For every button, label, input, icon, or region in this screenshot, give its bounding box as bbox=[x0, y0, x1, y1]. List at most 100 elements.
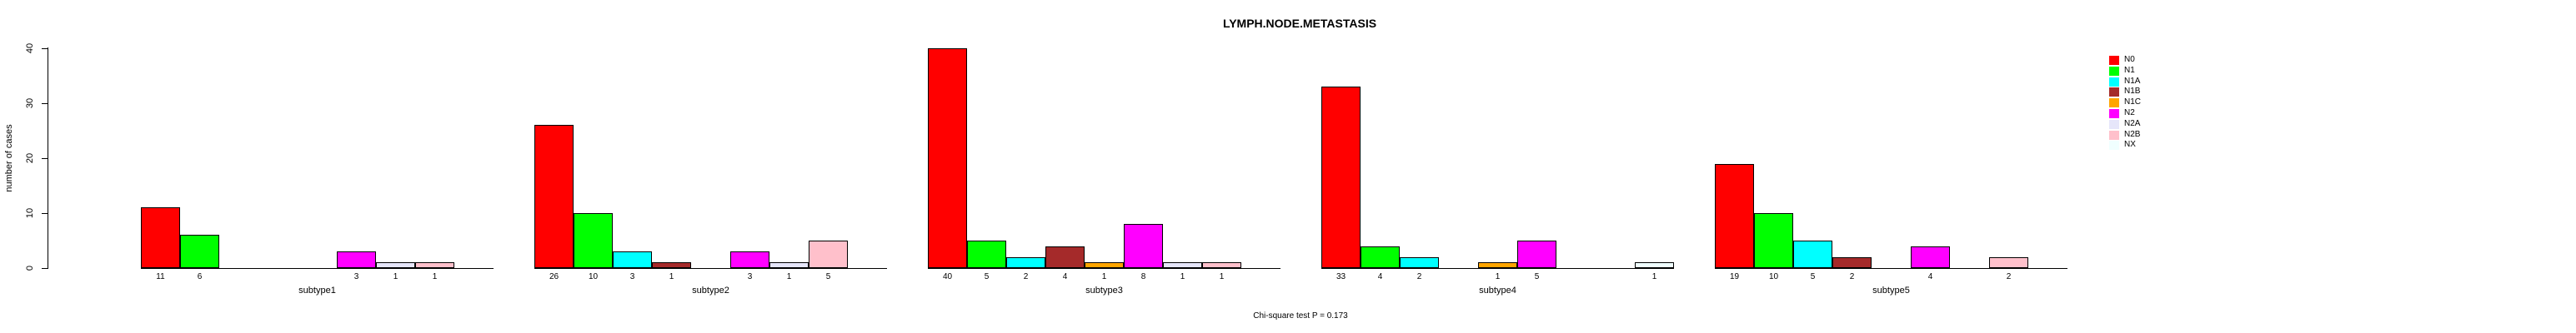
y-tick-label: 30 bbox=[25, 97, 35, 109]
bar-value-label: 4 bbox=[1927, 272, 1933, 281]
bar-N1 bbox=[180, 235, 219, 268]
bar-value-label: 40 bbox=[942, 272, 953, 281]
y-tick-label: 10 bbox=[25, 207, 35, 219]
bar-value-label: 33 bbox=[1336, 272, 1346, 281]
bar-N1B bbox=[652, 262, 691, 268]
bar-N1A bbox=[1400, 257, 1439, 268]
legend-label-N2A: N2A bbox=[2124, 119, 2141, 128]
bar-N1C bbox=[1085, 262, 1124, 268]
legend-label-N1: N1 bbox=[2124, 66, 2135, 75]
bar-value-label: 1 bbox=[1180, 272, 1185, 281]
chi-square-caption: Chi-square test P = 0.173 bbox=[1253, 311, 1348, 321]
bar-N0 bbox=[928, 48, 967, 268]
bar-N2 bbox=[1517, 241, 1556, 268]
group-label: subtype3 bbox=[1085, 286, 1123, 296]
legend-swatch-N1 bbox=[2109, 67, 2119, 76]
legend-label-N1A: N1A bbox=[2124, 77, 2141, 86]
y-axis-label: number of cases bbox=[4, 124, 14, 192]
legend-swatch-N0 bbox=[2109, 56, 2119, 65]
bar-value-label: 8 bbox=[1140, 272, 1146, 281]
bar-N2B bbox=[1989, 257, 2028, 268]
y-tick-mark bbox=[42, 268, 48, 269]
bar-value-label: 1 bbox=[669, 272, 674, 281]
bar-value-label: 19 bbox=[1729, 272, 1740, 281]
legend-label-N2: N2 bbox=[2124, 108, 2135, 117]
legend-swatch-N2 bbox=[2109, 109, 2119, 118]
legend-swatch-N1A bbox=[2109, 77, 2119, 87]
legend-label-N0: N0 bbox=[2124, 55, 2135, 64]
bar-N1B bbox=[1045, 246, 1085, 268]
bar-value-label: 1 bbox=[1219, 272, 1225, 281]
bar-N2 bbox=[1124, 224, 1163, 268]
bar-value-label: 6 bbox=[197, 272, 203, 281]
bar-N0 bbox=[534, 125, 574, 268]
bar-value-label: 3 bbox=[629, 272, 635, 281]
bar-value-label: 26 bbox=[549, 272, 559, 281]
bar-N1A bbox=[613, 251, 652, 268]
bar-N0 bbox=[141, 207, 180, 268]
legend-swatch-N1C bbox=[2109, 98, 2119, 107]
bar-value-label: 4 bbox=[1377, 272, 1383, 281]
y-tick-mark bbox=[42, 48, 48, 49]
y-tick-mark bbox=[42, 103, 48, 104]
bar-N2 bbox=[337, 251, 376, 268]
bar-value-label: 1 bbox=[786, 272, 792, 281]
legend-swatch-N2B bbox=[2109, 131, 2119, 140]
x-baseline bbox=[1321, 268, 1674, 269]
bar-N1 bbox=[967, 241, 1006, 268]
y-tick-mark bbox=[42, 158, 48, 159]
bar-N1C bbox=[1478, 262, 1517, 268]
bar-N2B bbox=[1202, 262, 1241, 268]
bar-N1 bbox=[1754, 213, 1793, 268]
bar-value-label: 1 bbox=[393, 272, 398, 281]
bar-value-label: 5 bbox=[1534, 272, 1540, 281]
bar-N1A bbox=[1006, 257, 1045, 268]
y-tick-label: 0 bbox=[25, 265, 35, 271]
bar-value-label: 10 bbox=[1768, 272, 1779, 281]
bar-N2A bbox=[1163, 262, 1202, 268]
bar-N1A bbox=[1793, 241, 1832, 268]
bar-N2B bbox=[809, 241, 848, 268]
bar-value-label: 5 bbox=[825, 272, 831, 281]
y-tick-label: 20 bbox=[25, 152, 35, 164]
bar-value-label: 5 bbox=[984, 272, 990, 281]
bar-value-label: 3 bbox=[747, 272, 753, 281]
bar-value-label: 4 bbox=[1062, 272, 1068, 281]
bar-N1B bbox=[1832, 257, 1872, 268]
bar-value-label: 2 bbox=[2006, 272, 2012, 281]
y-tick-mark bbox=[42, 213, 48, 214]
x-baseline bbox=[928, 268, 1280, 269]
legend-label-N2B: N2B bbox=[2124, 130, 2141, 139]
x-baseline bbox=[534, 268, 887, 269]
bar-N2A bbox=[769, 262, 809, 268]
bar-value-label: 10 bbox=[588, 272, 599, 281]
group-label: subtype5 bbox=[1872, 286, 1910, 296]
bar-N1 bbox=[1361, 246, 1400, 268]
bar-value-label: 3 bbox=[353, 272, 359, 281]
bar-value-label: 11 bbox=[156, 272, 165, 281]
bar-N2 bbox=[730, 251, 769, 268]
y-tick-label: 40 bbox=[25, 42, 35, 54]
bar-N0 bbox=[1321, 87, 1361, 268]
bar-value-label: 2 bbox=[1849, 272, 1855, 281]
x-baseline bbox=[1715, 268, 2067, 269]
bar-value-label: 1 bbox=[1101, 272, 1107, 281]
bar-value-label: 2 bbox=[1416, 272, 1422, 281]
chart-title: LYMPH.NODE.METASTASIS bbox=[1222, 17, 1377, 30]
legend-swatch-NX bbox=[2109, 141, 2119, 150]
legend-label-N1C: N1C bbox=[2124, 97, 2142, 107]
legend-swatch-N2A bbox=[2109, 120, 2119, 129]
legend-label-NX: NX bbox=[2124, 140, 2136, 149]
bar-NX bbox=[1635, 262, 1674, 268]
group-label: subtype2 bbox=[692, 286, 729, 296]
group-label: subtype4 bbox=[1479, 286, 1516, 296]
bar-value-label: 1 bbox=[1495, 272, 1501, 281]
bar-N2B bbox=[415, 262, 454, 268]
bar-value-label: 1 bbox=[1651, 272, 1657, 281]
group-label: subtype1 bbox=[298, 286, 336, 296]
bar-N0 bbox=[1715, 164, 1754, 268]
bar-value-label: 5 bbox=[1810, 272, 1816, 281]
bar-value-label: 2 bbox=[1023, 272, 1029, 281]
bar-N1 bbox=[574, 213, 613, 268]
